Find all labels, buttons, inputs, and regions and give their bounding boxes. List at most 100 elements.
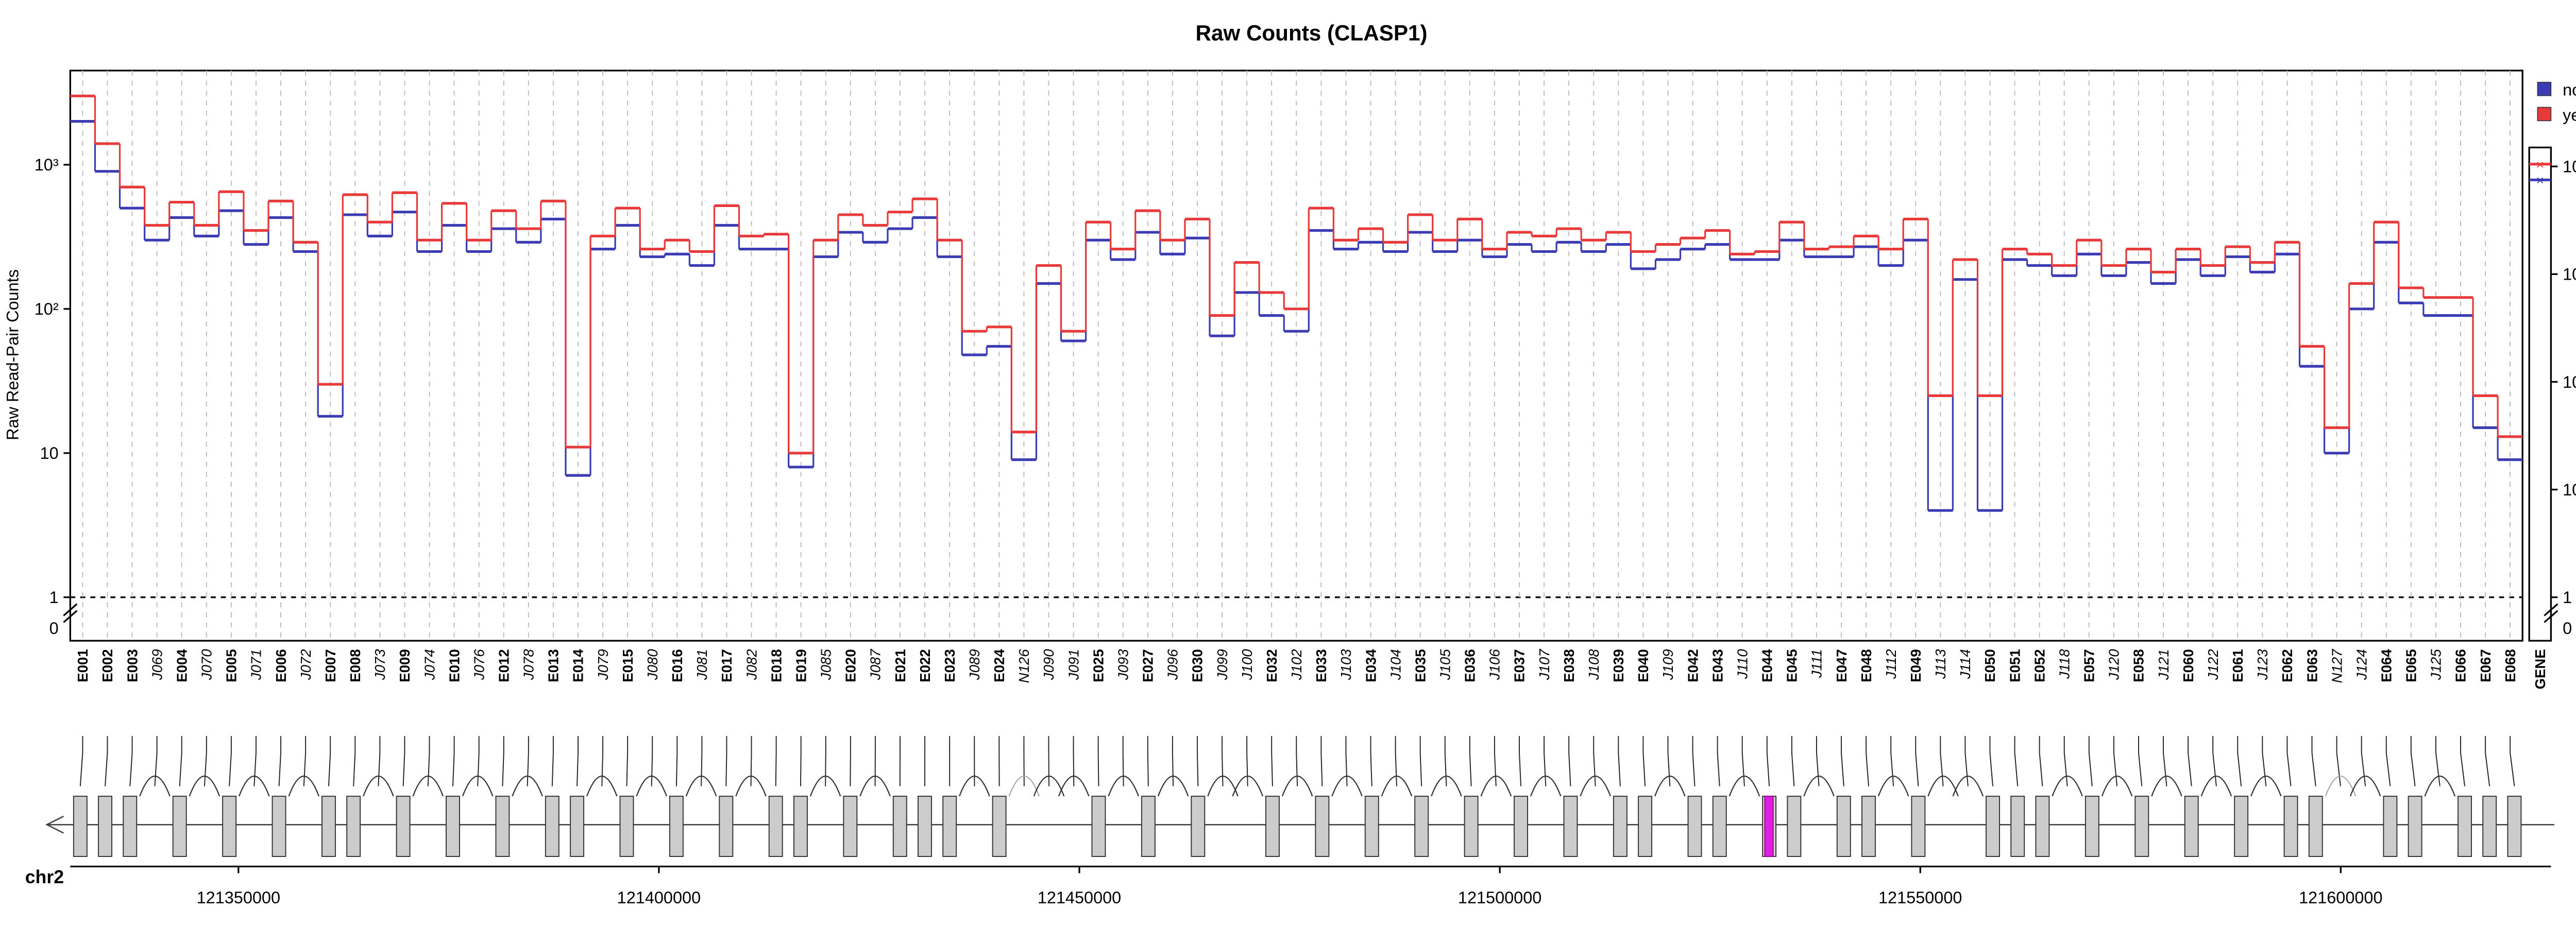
x-tick-label: E032 bbox=[1264, 649, 1280, 682]
feature-connector bbox=[1717, 736, 1720, 786]
feature-connector bbox=[1568, 736, 1571, 786]
junction-arc bbox=[1728, 776, 1760, 797]
exon-box bbox=[793, 796, 808, 857]
feature-connector bbox=[1915, 736, 1919, 786]
x-tick-label: E040 bbox=[1635, 649, 1651, 682]
exon-box bbox=[2408, 796, 2422, 857]
feature-connector bbox=[1345, 736, 1348, 786]
x-tick-label: E009 bbox=[397, 649, 413, 682]
x-tick-label: E036 bbox=[1462, 649, 1478, 682]
feature-connector bbox=[1841, 736, 1844, 786]
x-tick-label: E035 bbox=[1412, 649, 1428, 682]
junction-arc bbox=[1803, 776, 1835, 797]
feature-connector bbox=[2510, 736, 2515, 786]
junction-arc bbox=[859, 776, 891, 797]
exon-box bbox=[1191, 796, 1206, 857]
feature-connector bbox=[477, 736, 480, 786]
junction-arc bbox=[1232, 776, 1264, 797]
feature-connector bbox=[1370, 736, 1372, 786]
exon-box bbox=[2035, 796, 2050, 857]
feature-connector bbox=[1320, 736, 1323, 786]
break-slash bbox=[2544, 610, 2558, 623]
x-tick-label: E002 bbox=[99, 649, 115, 682]
feature-connector bbox=[1296, 736, 1298, 786]
feature-connector bbox=[328, 736, 331, 786]
genome-tick-label: 121350000 bbox=[197, 888, 280, 907]
feature-connector bbox=[2212, 736, 2217, 786]
y-tick-label: 10 bbox=[40, 444, 59, 462]
x-tick-label: E030 bbox=[1190, 649, 1206, 682]
x-tick-label: J125 bbox=[2428, 649, 2444, 680]
junction-arc bbox=[1654, 776, 1686, 797]
exon-box bbox=[992, 796, 1007, 857]
y-tick-label: 1 bbox=[2563, 588, 2572, 607]
x-tick-label: J110 bbox=[1734, 649, 1750, 679]
x-tick-label: J087 bbox=[868, 648, 884, 680]
exon-box bbox=[346, 796, 361, 857]
exon-box bbox=[843, 796, 858, 857]
feature-connector bbox=[2138, 736, 2143, 786]
junction-arc bbox=[1058, 776, 1090, 797]
feature-connector bbox=[2460, 736, 2465, 786]
x-tick-label: J100 bbox=[1239, 649, 1255, 680]
x-tick-label: E045 bbox=[1784, 649, 1800, 682]
x-tick-label: E033 bbox=[1313, 649, 1329, 682]
exon-box bbox=[1986, 796, 2000, 857]
x-tick-label: J096 bbox=[1165, 649, 1181, 680]
x-tick-label: E008 bbox=[347, 649, 363, 682]
x-tick-label: E064 bbox=[2378, 649, 2394, 682]
x-tick-label: J102 bbox=[1289, 649, 1304, 680]
x-tick-label: J118 bbox=[2056, 649, 2072, 679]
junction-arc bbox=[1331, 776, 1363, 797]
feature-connector bbox=[701, 736, 703, 786]
feature-connector bbox=[2063, 736, 2068, 786]
x-tick-label: E068 bbox=[2502, 649, 2518, 682]
feature-connector bbox=[378, 736, 381, 786]
exon-box bbox=[1464, 796, 1479, 857]
exon-box bbox=[669, 796, 684, 857]
junction-arc bbox=[139, 776, 171, 797]
feature-connector bbox=[2336, 736, 2341, 786]
feature-connector bbox=[1222, 736, 1224, 786]
junction-arc bbox=[735, 776, 767, 797]
feature-connector bbox=[1469, 736, 1472, 786]
exon-box bbox=[1265, 796, 1280, 857]
feature-connector bbox=[1048, 736, 1050, 786]
x-tick-label: J108 bbox=[1586, 649, 1602, 680]
x-tick-label: E019 bbox=[793, 649, 809, 682]
feature-connector bbox=[1642, 736, 1646, 786]
feature-connector bbox=[1964, 736, 1969, 786]
x-tick-label: E063 bbox=[2304, 649, 2320, 682]
x-tick-label: E034 bbox=[1363, 649, 1379, 682]
x-tick-label: E052 bbox=[2031, 649, 2047, 682]
feature-connector bbox=[1766, 736, 1770, 786]
feature-connector bbox=[2311, 736, 2316, 786]
junction-arc bbox=[685, 776, 717, 797]
feature-connector bbox=[204, 736, 207, 786]
exon-box bbox=[73, 796, 88, 857]
exon-box bbox=[719, 796, 734, 857]
x-tick-label: J105 bbox=[1437, 649, 1453, 680]
feature-connector bbox=[105, 736, 108, 786]
exon-box bbox=[98, 796, 113, 857]
y-tick-label: 10⁴ bbox=[2563, 158, 2576, 176]
feature-connector bbox=[2014, 736, 2019, 786]
exon-box bbox=[2507, 796, 2522, 857]
exon-box bbox=[1687, 796, 1702, 857]
junction-arc bbox=[288, 776, 320, 797]
x-tick-label: E042 bbox=[1685, 649, 1701, 682]
feature-connector bbox=[1196, 736, 1199, 786]
x-tick-label: E005 bbox=[224, 649, 240, 682]
feature-connector bbox=[2262, 736, 2267, 786]
feature-connector bbox=[2410, 736, 2416, 786]
x-tick-label: E048 bbox=[1858, 649, 1874, 682]
genome-tick-label: 121600000 bbox=[2299, 888, 2382, 907]
exon-box bbox=[2458, 796, 2472, 857]
x-tick-label: E004 bbox=[174, 649, 190, 682]
feature-connector bbox=[2237, 736, 2242, 786]
x-tick-label: J112 bbox=[1883, 649, 1899, 679]
x-tick-label: J079 bbox=[595, 649, 611, 680]
y-tick-label: 10³ bbox=[35, 156, 59, 174]
x-tick-label: J093 bbox=[1115, 649, 1131, 680]
